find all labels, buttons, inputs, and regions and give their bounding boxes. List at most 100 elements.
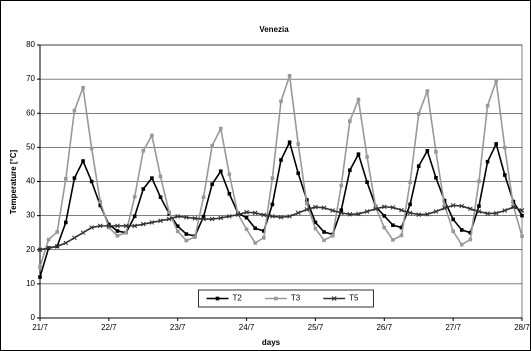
marker (270, 202, 275, 207)
marker (201, 214, 206, 219)
marker (390, 205, 396, 210)
marker (209, 216, 215, 222)
marker (150, 133, 154, 138)
y-tick-label: 70 (26, 74, 35, 83)
marker (270, 176, 275, 180)
marker (296, 171, 301, 176)
y-axis-label: Temperature [°C] (9, 149, 18, 214)
marker (218, 169, 223, 174)
marker (252, 210, 258, 216)
x-tick-label: 27/7 (445, 323, 461, 332)
marker (373, 205, 378, 209)
marker (38, 265, 42, 269)
marker (115, 223, 120, 229)
marker (37, 247, 43, 253)
marker (476, 209, 482, 214)
marker (184, 238, 189, 243)
marker (468, 237, 473, 242)
marker (519, 208, 525, 213)
marker (338, 210, 344, 216)
marker (235, 212, 241, 217)
marker (330, 208, 335, 213)
marker (38, 275, 42, 279)
marker (356, 152, 361, 156)
marker (115, 229, 120, 233)
marker (442, 203, 447, 207)
y-tick-label: 30 (26, 211, 35, 220)
marker (408, 202, 412, 207)
marker (158, 174, 163, 179)
marker (348, 119, 352, 123)
marker (382, 225, 387, 230)
marker (391, 238, 395, 242)
marker (348, 168, 352, 173)
marker (339, 183, 344, 188)
marker (416, 164, 421, 168)
marker (322, 230, 326, 234)
marker (502, 208, 508, 213)
marker (365, 155, 369, 159)
marker (295, 210, 301, 216)
marker (210, 143, 214, 148)
marker (364, 209, 370, 214)
marker (46, 245, 51, 251)
marker (424, 211, 430, 217)
marker (416, 212, 422, 217)
marker (253, 226, 257, 231)
marker (184, 232, 189, 236)
marker (494, 79, 498, 83)
marker (115, 233, 120, 238)
marker (72, 108, 77, 113)
marker (477, 179, 481, 183)
marker (459, 228, 464, 232)
marker (261, 212, 267, 218)
marker (54, 243, 60, 249)
marker (278, 214, 284, 220)
marker (158, 195, 163, 199)
marker (89, 146, 94, 151)
marker (494, 142, 498, 146)
marker (287, 140, 292, 145)
marker (511, 204, 516, 208)
marker (442, 205, 447, 211)
marker (459, 242, 464, 247)
legend-label: T5 (349, 294, 359, 303)
marker (433, 209, 439, 214)
legend-label: T2 (233, 294, 243, 303)
marker (502, 145, 507, 150)
marker (124, 230, 128, 235)
marker (381, 204, 387, 210)
marker (485, 159, 490, 164)
marker (313, 226, 318, 231)
marker (399, 207, 404, 213)
marker (287, 213, 292, 219)
x-tick-label: 28/7 (514, 323, 530, 332)
marker (502, 173, 507, 177)
marker (210, 182, 214, 187)
marker (244, 215, 249, 220)
marker (106, 223, 112, 229)
marker (468, 206, 473, 212)
marker (149, 220, 155, 225)
marker (244, 209, 249, 215)
marker (98, 199, 103, 204)
marker (193, 235, 197, 239)
marker (141, 187, 146, 191)
marker (399, 225, 404, 230)
chart-title: Venezia (259, 25, 289, 34)
marker (89, 179, 94, 184)
marker (201, 195, 206, 199)
marker (520, 234, 524, 238)
marker (244, 227, 249, 232)
marker (166, 216, 172, 222)
x-tick-label: 24/7 (239, 323, 255, 332)
marker (158, 218, 163, 224)
y-tick-label: 40 (26, 177, 35, 186)
marker (468, 230, 473, 235)
marker (450, 203, 456, 208)
marker (287, 73, 292, 78)
legend-marker (331, 296, 337, 301)
y-tick-label: 80 (26, 40, 35, 49)
